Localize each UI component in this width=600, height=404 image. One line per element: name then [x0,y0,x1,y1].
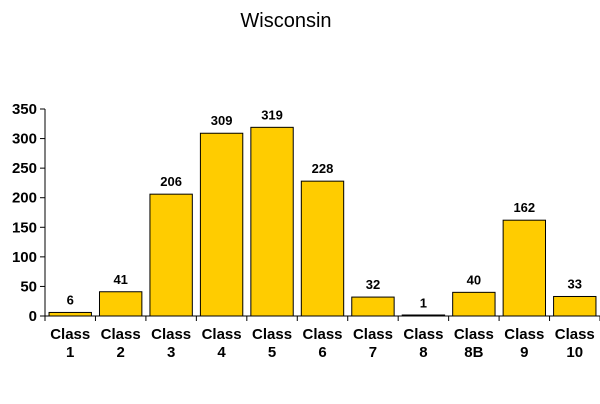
data-label: 228 [312,161,334,176]
y-tick-label: 0 [29,308,37,325]
data-label: 162 [513,200,535,215]
bar [149,193,193,317]
y-tick-label: 200 [12,190,37,207]
x-tick-label: Class 5 [252,326,292,361]
x-tick-label: Class 3 [151,326,191,361]
bar [300,180,345,317]
data-label: 6 [67,292,74,307]
plot-area: 0 50 100 150 200 250 300 350 6 Class 1 41 Class 2 206 C… [12,101,600,361]
y-tick-label: 100 [12,249,37,266]
data-label: 206 [160,174,182,189]
data-label: 41 [113,272,127,287]
x-tick-label: Class 6 [302,326,342,361]
data-label: 40 [467,272,481,287]
x-tick-label: Class 8B [454,326,494,361]
data-label: 319 [261,107,283,122]
bar [401,314,446,317]
y-tick-label: 300 [12,131,37,148]
bar [502,219,547,317]
x-tick-label: Class 1 [50,326,90,361]
bar [452,291,496,317]
x-tick-label: Class 8 [403,326,443,361]
chart-title: Wisconsin [240,10,331,32]
x-tick-label: Class 7 [353,326,393,361]
x-tick-label: Class 2 [101,326,141,361]
bar [250,126,294,317]
bar [553,295,597,317]
y-tick-label: 250 [12,160,37,177]
bar [199,132,244,317]
x-tick-label: Class 10 [555,326,595,361]
bar [48,311,92,317]
x-tick-label: Class 9 [504,326,544,361]
bar [351,296,395,317]
y-tick-label: 350 [12,101,37,118]
data-label: 309 [211,113,233,128]
bar [98,291,143,317]
data-label: 32 [366,277,380,292]
data-label: 1 [420,295,427,310]
y-tick-label: 150 [12,219,37,236]
y-tick-label: 50 [20,278,37,295]
data-label: 33 [568,276,582,291]
x-tick-label: Class 4 [202,326,242,361]
